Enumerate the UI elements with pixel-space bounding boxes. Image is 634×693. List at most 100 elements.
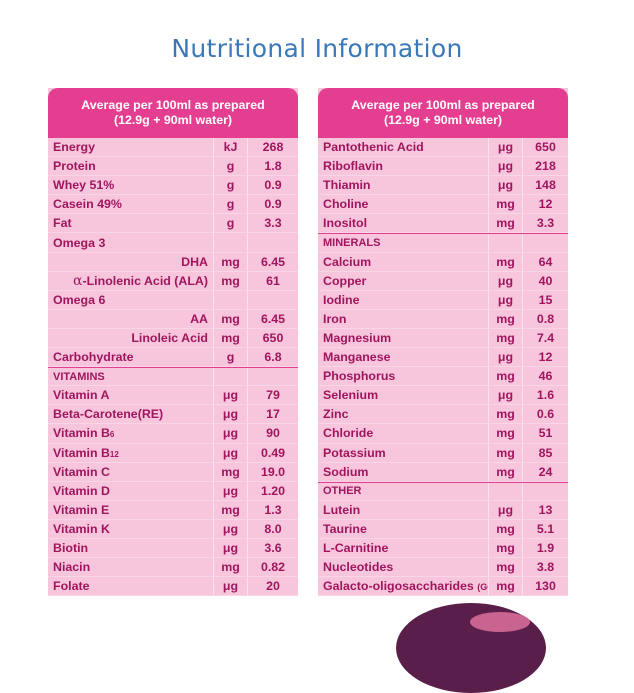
table-row: Thiamin μg 148 <box>318 176 568 196</box>
nutrient-name: Nucleotides <box>323 560 394 575</box>
nutrient-unit: mg <box>488 328 522 348</box>
nutrient-value: 3.3 <box>522 214 568 233</box>
section-row-vitamins: VITAMINS <box>48 367 298 387</box>
table-header-right: Average per 100ml as prepared (12.9g + 9… <box>318 88 568 138</box>
table-row: Riboflavin μg 218 <box>318 157 568 177</box>
nutrient-value: 148 <box>522 176 568 195</box>
nutrient-unit: μg <box>213 481 247 500</box>
nutrient-value: 15 <box>522 290 568 309</box>
nutrient-name: Folate <box>53 579 90 594</box>
table-header-left: Average per 100ml as prepared (12.9g + 9… <box>48 88 298 138</box>
nutrient-value: 218 <box>522 157 568 176</box>
nutrient-name: Omega 6 <box>53 292 106 307</box>
nutrient-value: 1.9 <box>522 538 568 558</box>
nutrient-unit: mg <box>213 500 247 519</box>
nutrient-name: Pantothenic Acid <box>323 140 424 155</box>
nutrient-name: Galacto-oligosaccharides (GOS) <box>318 579 488 593</box>
nutrient-value <box>247 233 298 252</box>
page-title: Nutritional Information <box>171 34 463 63</box>
section-heading: MINERALS <box>323 237 381 250</box>
header-line-1: Average per 100ml as prepared <box>351 98 535 112</box>
gos-suffix: (GOS) <box>477 582 488 593</box>
nutrient-name: Vitamin B6 <box>48 426 213 440</box>
table-row: Copper μg 40 <box>318 271 568 291</box>
nutrient-name: L-Carnitine <box>323 541 389 556</box>
nutrient-name: Sodium <box>323 464 369 479</box>
table-row: Niacin mg 0.82 <box>48 558 298 578</box>
nutrient-unit: mg <box>488 195 522 214</box>
table-row: Whey 51% g 0.9 <box>48 176 298 196</box>
table-row: Choline mg 12 <box>318 195 568 215</box>
nutrient-unit: mg <box>488 405 522 424</box>
nutrient-unit: μg <box>488 290 522 309</box>
nutrient-value: 85 <box>522 443 568 462</box>
nutrient-name: Omega 3 <box>53 235 106 250</box>
nutrient-unit: μg <box>213 443 247 462</box>
nutrient-unit: μg <box>213 405 247 424</box>
nutrient-name-text: Galacto-oligosaccharides <box>323 579 474 594</box>
nutrient-name: Iron <box>323 311 347 326</box>
table-row: L-Carnitine mg 1.9 <box>318 538 568 559</box>
nutrient-value: 1.6 <box>522 386 568 405</box>
nutrient-value: 1.3 <box>247 500 298 519</box>
nutrient-name: Inositol <box>323 216 368 231</box>
table-row: Folate μg 20 <box>48 577 298 597</box>
table-row: Vitamin C mg 19.0 <box>48 462 298 482</box>
table-row: Vitamin K μg 8.0 <box>48 519 298 539</box>
table-row: AA mg 6.45 <box>48 309 298 329</box>
nutrient-value: 17 <box>247 405 298 424</box>
nutrient-unit: g <box>213 214 247 233</box>
table-row: Omega 3 <box>48 233 298 253</box>
nutrition-table-right: Average per 100ml as prepared (12.9g + 9… <box>318 88 568 597</box>
table-row: Iodine μg 15 <box>318 290 568 310</box>
nutrient-name: Copper <box>323 273 367 288</box>
nutrient-unit: mg <box>488 252 522 271</box>
nutrient-unit: mg <box>213 309 247 328</box>
nutrient-name: Potassium <box>323 445 386 460</box>
table-row: Omega 6 <box>48 290 298 310</box>
nutrient-unit: mg <box>488 538 522 558</box>
table-row: Carbohydrate g 6.8 <box>48 348 298 368</box>
nutrient-value: 19.0 <box>247 462 298 481</box>
nutrient-name: Vitamin K <box>53 521 110 536</box>
section-row-minerals: MINERALS <box>318 233 568 253</box>
nutrient-unit: μg <box>213 424 247 443</box>
nutrient-unit: μg <box>213 386 247 405</box>
nutrient-unit <box>213 368 247 386</box>
table-row: Potassium mg 85 <box>318 443 568 463</box>
table-row: Phosphorus mg 46 <box>318 367 568 387</box>
nutrient-value: 90 <box>247 424 298 443</box>
table-row: Pantothenic Acid μg 650 <box>318 138 568 158</box>
nutrient-value: 24 <box>522 462 568 481</box>
nutrient-value: 5.1 <box>522 519 568 538</box>
nutrient-value: 6.45 <box>247 252 298 271</box>
header-line-1: Average per 100ml as prepared <box>81 98 265 112</box>
nutrient-name: Chloride <box>323 426 374 441</box>
nutrient-unit: mg <box>488 558 522 577</box>
nutrient-value: 0.9 <box>247 195 298 214</box>
nutrition-table-left: Average per 100ml as prepared (12.9g + 9… <box>48 88 298 597</box>
table-row: Vitamin B6 μg 90 <box>48 424 298 444</box>
table-row: Taurine mg 5.1 <box>318 519 568 539</box>
table-row: Lutein μg 13 <box>318 500 568 520</box>
header-line-2: (12.9g + 90ml water) <box>383 113 503 127</box>
nutrient-value <box>247 290 298 309</box>
nutrient-unit: μg <box>488 500 522 519</box>
table-row: Selenium μg 1.6 <box>318 386 568 406</box>
nutrient-value: 6.8 <box>247 348 298 367</box>
nutrient-value: 3.3 <box>247 214 298 233</box>
nutrient-name-text: Vitamin B <box>53 426 110 441</box>
nutrient-unit: μg <box>213 538 247 558</box>
nutrient-name: Vitamin C <box>53 464 110 479</box>
nutrient-unit <box>213 233 247 252</box>
nutrient-value: 650 <box>247 328 298 348</box>
table-row: Magnesium mg 7.4 <box>318 328 568 349</box>
table-row: Nucleotides mg 3.8 <box>318 558 568 578</box>
nutrient-name: Taurine <box>323 521 367 536</box>
table-body-left: Energy kJ 268 Protein g 1.8 Whey 51% g 0.9 Cas… <box>48 138 298 597</box>
table-row: Beta-Carotene(RE) μg 17 <box>48 405 298 425</box>
table-body-right: Pantothenic Acid μg 650 Riboflavin μg 218 Th… <box>318 138 568 597</box>
table-row: Sodium mg 24 <box>318 462 568 482</box>
table-row: Vitamin A μg 79 <box>48 386 298 406</box>
nutrient-unit: μg <box>488 348 522 367</box>
